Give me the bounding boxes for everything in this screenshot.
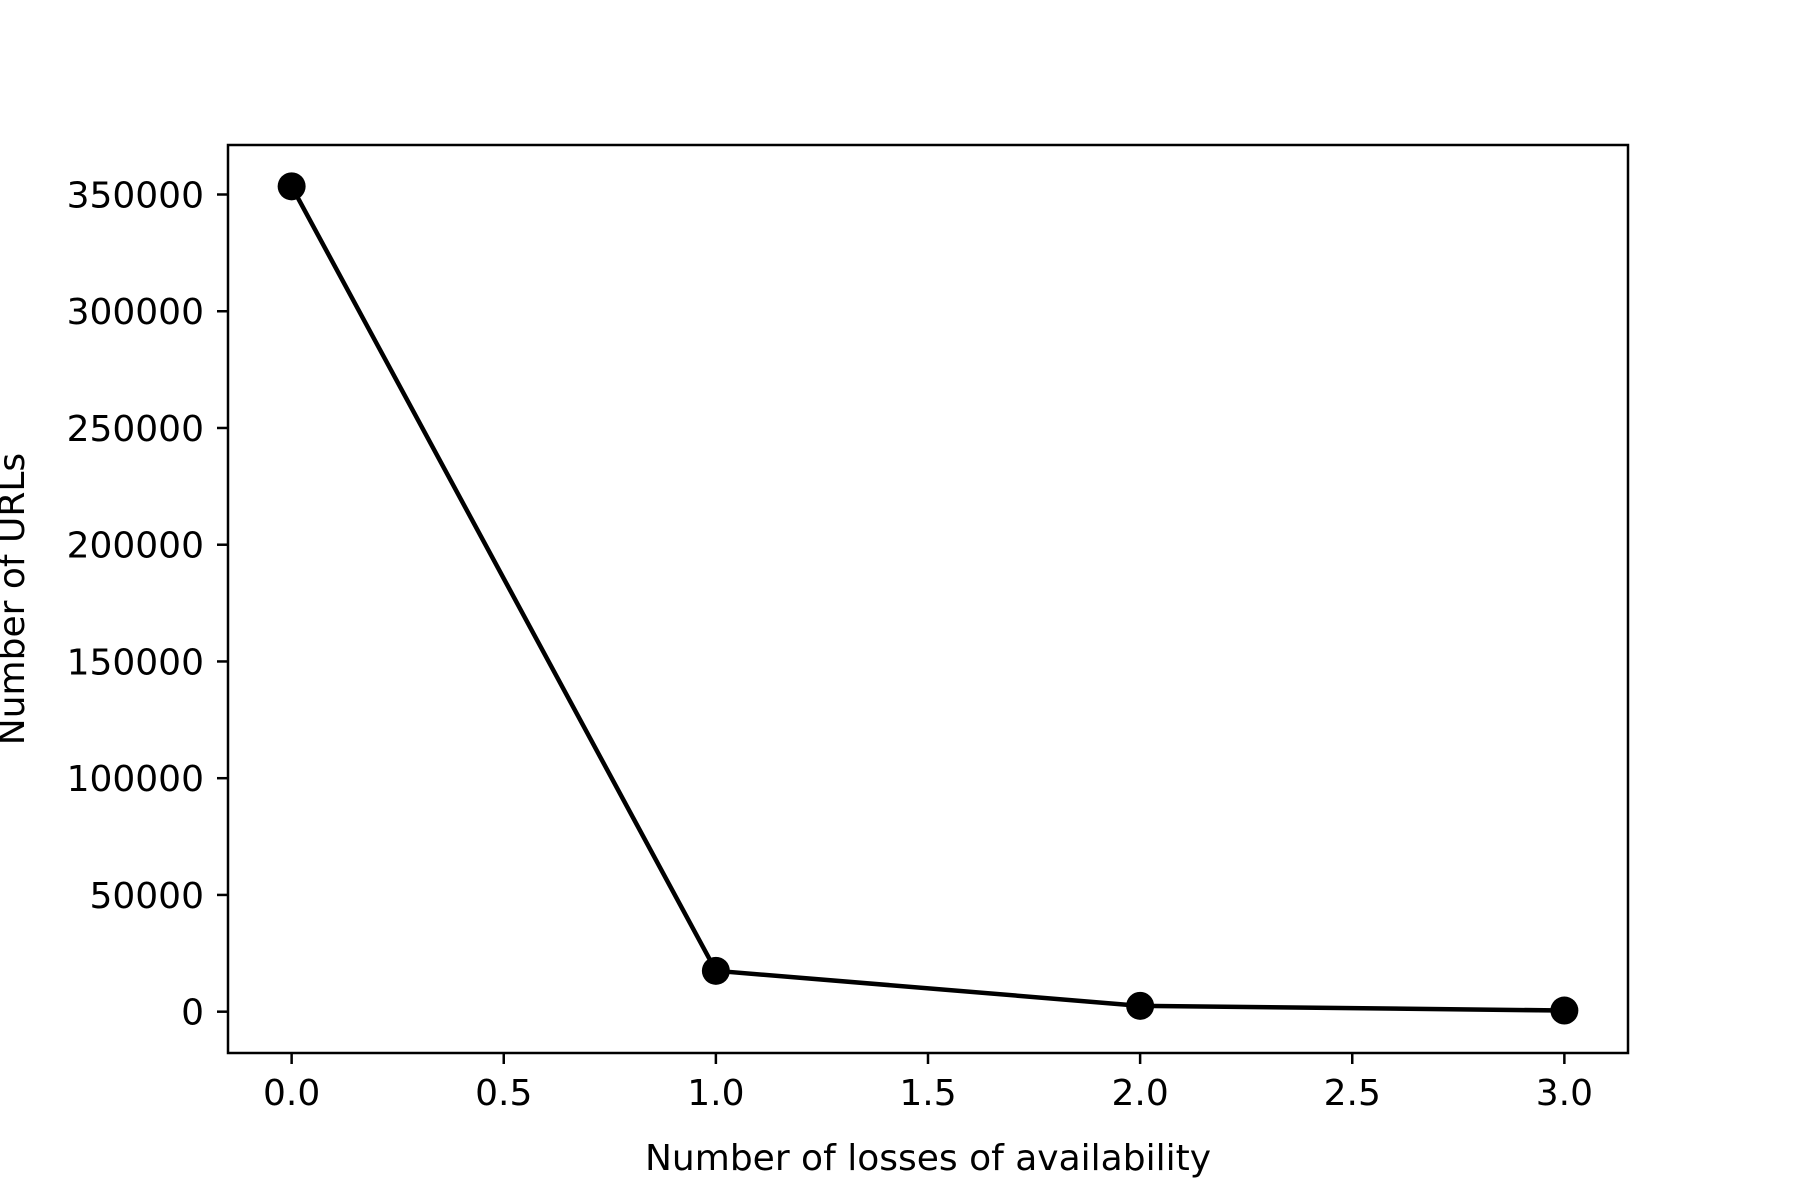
y-tick-label: 0 (181, 993, 204, 1034)
x-axis-label: Number of losses of availability (645, 1138, 1211, 1179)
data-point (1126, 991, 1155, 1020)
y-tick-label: 50000 (89, 876, 204, 917)
data-point (701, 956, 730, 985)
y-tick-label: 200000 (67, 526, 204, 567)
x-tick-label: 2.5 (1324, 1073, 1381, 1114)
y-tick-label: 300000 (67, 292, 204, 333)
x-tick-label: 1.0 (687, 1073, 744, 1114)
y-tick-label: 150000 (67, 642, 204, 683)
y-tick-label: 250000 (67, 409, 204, 450)
plot-area-frame (226, 143, 1630, 1055)
y-tick-label: 100000 (67, 759, 204, 800)
data-point (277, 172, 306, 201)
y-tick-label: 350000 (67, 175, 204, 216)
x-axis: 0.0 0.5 1.0 1.5 2.0 2.5 3.0 (263, 1053, 1593, 1114)
data-point (1550, 996, 1579, 1025)
series-line (289, 185, 1565, 1013)
x-tick-label: 0.0 (263, 1073, 320, 1114)
x-tick-label: 0.5 (475, 1073, 532, 1114)
y-axis-label: Number of URLs (0, 453, 33, 745)
x-tick-label: 3.0 (1536, 1073, 1593, 1114)
y-axis: 0 50000 100000 150000 200000 250000 300000 3500… (67, 175, 228, 1034)
series-group (277, 172, 1579, 1025)
x-tick-label: 1.5 (899, 1073, 956, 1114)
x-tick-label: 2.0 (1111, 1073, 1168, 1114)
